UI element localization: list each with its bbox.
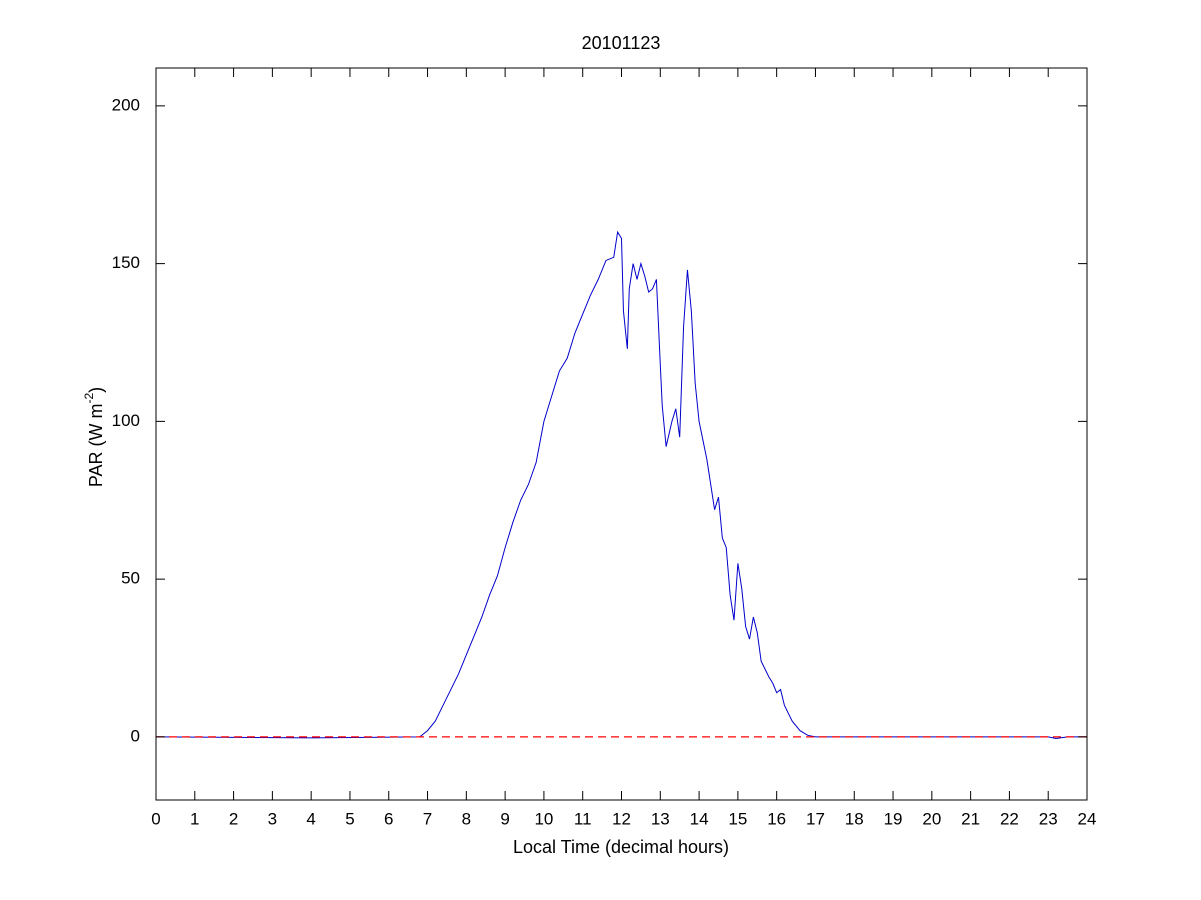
x-tick-label: 9 (500, 809, 509, 828)
data-line (155, 230, 1087, 739)
x-tick-label: 24 (1078, 809, 1097, 828)
x-tick-label: 20 (922, 809, 941, 828)
y-axis-label-superscript: -2 (82, 393, 96, 404)
x-tick-label: 19 (884, 809, 903, 828)
x-tick-label: 11 (574, 809, 592, 828)
x-tick-label: 7 (423, 809, 432, 828)
x-tick-label: 21 (961, 809, 980, 828)
y-tick-label: 150 (112, 253, 140, 272)
x-tick-label: 2 (229, 809, 238, 828)
x-tick-label: 6 (384, 809, 393, 828)
y-axis-label-text: PAR (W m (86, 404, 106, 488)
x-tick-label: 4 (306, 809, 315, 828)
x-tick-label: 3 (268, 809, 277, 828)
x-tick-label: 12 (612, 809, 631, 828)
chart-title: 20101123 (582, 33, 661, 53)
x-tick-label: 1 (190, 809, 199, 828)
y-axis-label-suffix: ) (86, 387, 106, 393)
x-tick-label: 16 (767, 809, 786, 828)
x-tick-label: 18 (845, 809, 864, 828)
x-tick-label: 22 (1000, 809, 1019, 828)
x-tick-label: 15 (728, 809, 747, 828)
y-tick-label: 0 (131, 726, 140, 745)
y-axis-label: PAR (W m-2) (82, 387, 106, 487)
x-tick-label: 14 (690, 809, 709, 828)
y-tick-label: 50 (121, 569, 140, 588)
x-axis-label: Local Time (decimal hours) (513, 837, 729, 857)
x-tick-label: 23 (1039, 809, 1058, 828)
x-tick-label: 0 (151, 809, 160, 828)
y-tick-label: 200 (112, 95, 140, 114)
x-tick-label: 13 (651, 809, 670, 828)
y-tick-label: 100 (112, 411, 140, 430)
x-tick-label: 10 (534, 809, 553, 828)
x-tick-label: 17 (806, 809, 825, 828)
x-tick-label: 5 (345, 809, 354, 828)
x-tick-label: 8 (462, 809, 471, 828)
